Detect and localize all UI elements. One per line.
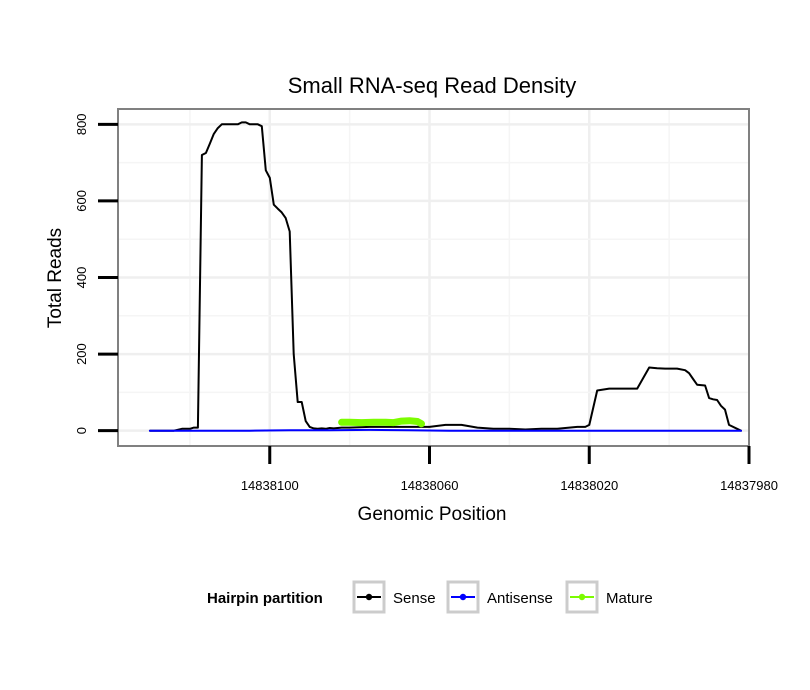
- y-tick-label: 400: [74, 267, 89, 289]
- axes: 14838100 14838060 14838020 14837980 0 200 400 6…: [74, 113, 778, 493]
- legend-point-mature: [578, 593, 586, 601]
- y-tick-label: 200: [74, 343, 89, 365]
- legend-item-sense: Sense: [352, 580, 436, 614]
- series-line-sense: [148, 121, 742, 432]
- series-lines: [148, 121, 742, 432]
- legend: Hairpin partition Sense Antisense Mature: [207, 580, 653, 614]
- series-line-antisense: [148, 428, 742, 432]
- legend-label-mature: Mature: [606, 590, 653, 607]
- chart-title: Small RNA-seq Read Density: [288, 73, 577, 98]
- legend-label-antisense: Antisense: [487, 590, 553, 607]
- x-tick-label: 14837980: [720, 478, 778, 493]
- legend-point-sense: [365, 593, 373, 601]
- x-tick-label: 14838060: [401, 478, 459, 493]
- y-tick-label: 0: [74, 427, 89, 434]
- y-axis-title: Total Reads: [45, 228, 66, 328]
- y-tick-label: 800: [74, 113, 89, 135]
- legend-point-antisense: [459, 593, 467, 601]
- legend-item-mature: Mature: [565, 580, 653, 614]
- legend-label-sense: Sense: [393, 590, 436, 607]
- x-tick-label: 14838100: [241, 478, 299, 493]
- legend-title: Hairpin partition: [207, 590, 323, 607]
- legend-item-antisense: Antisense: [446, 580, 553, 614]
- y-tick-label: 600: [74, 190, 89, 212]
- series-line-mature: [338, 417, 425, 428]
- x-axis-title: Genomic Position: [358, 504, 507, 525]
- x-tick-label: 14838020: [560, 478, 618, 493]
